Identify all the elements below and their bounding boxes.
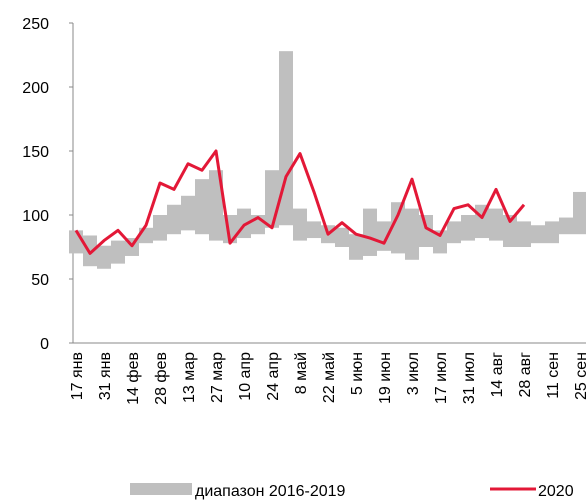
legend-label: диапазон 2016-2019 bbox=[195, 483, 346, 500]
range-bar bbox=[433, 230, 447, 254]
x-tick-label: 14 фев bbox=[125, 352, 142, 405]
range-bar bbox=[349, 234, 363, 260]
legend-swatch bbox=[130, 483, 192, 495]
range-bar bbox=[181, 195, 195, 231]
range-bar bbox=[489, 208, 503, 241]
range-bar bbox=[405, 208, 419, 260]
range-bar bbox=[167, 204, 181, 235]
y-tick-label: 150 bbox=[22, 144, 49, 161]
x-tick-label: 31 июл bbox=[461, 352, 478, 404]
x-tick-label: 28 фев bbox=[153, 352, 170, 405]
x-tick-label: 13 мар bbox=[181, 352, 198, 403]
range-bar bbox=[195, 179, 209, 235]
x-tick-label: 5 июн bbox=[349, 352, 366, 395]
range-bar bbox=[209, 170, 223, 241]
y-tick-label: 50 bbox=[31, 272, 49, 289]
range-bar bbox=[153, 215, 167, 241]
range-bar bbox=[391, 202, 405, 254]
range-bar bbox=[377, 221, 391, 251]
range-bar bbox=[335, 227, 349, 247]
x-tick-label: 25 сен bbox=[573, 352, 586, 400]
x-tick-label: 31 янв bbox=[97, 352, 114, 400]
range-bar bbox=[265, 170, 279, 228]
range-bar bbox=[503, 215, 517, 247]
range-bar bbox=[531, 225, 545, 244]
x-tick-label: 14 авг bbox=[489, 352, 506, 398]
x-tick-label: 17 июл bbox=[433, 352, 450, 404]
legend-label: 2020 bbox=[538, 483, 574, 500]
line-2020 bbox=[74, 149, 526, 255]
x-tick-label: 8 май bbox=[293, 352, 310, 394]
range-bar bbox=[559, 217, 573, 235]
x-tick-label: 24 апр bbox=[265, 352, 282, 401]
y-tick-label: 200 bbox=[22, 80, 49, 97]
x-tick-label: 28 авг bbox=[517, 352, 534, 398]
range-bar bbox=[293, 208, 307, 241]
range-bar bbox=[461, 215, 475, 241]
x-tick-label: 3 июл bbox=[405, 352, 422, 395]
x-tick-label: 11 сен bbox=[545, 352, 562, 399]
y-tick-label: 250 bbox=[22, 16, 49, 33]
y-tick-label: 100 bbox=[22, 208, 49, 225]
range-bar bbox=[447, 221, 461, 244]
x-tick-label: 10 апр bbox=[237, 352, 254, 401]
x-tick-label: 27 мар bbox=[209, 352, 226, 403]
x-tick-label: 19 июн bbox=[377, 352, 394, 404]
range-bar bbox=[111, 240, 125, 264]
range-bar bbox=[97, 245, 111, 269]
range-bar bbox=[517, 221, 531, 247]
range-bar bbox=[573, 191, 586, 235]
y-tick-label: 0 bbox=[40, 336, 49, 353]
range-bar bbox=[545, 221, 559, 244]
x-tick-label: 17 янв bbox=[69, 352, 86, 400]
x-tick-label: 22 май bbox=[321, 352, 338, 403]
range-bar bbox=[307, 221, 321, 239]
range-bar bbox=[69, 230, 83, 254]
range-bar bbox=[363, 208, 377, 256]
range-bar bbox=[419, 215, 433, 247]
range-bar bbox=[279, 51, 293, 226]
